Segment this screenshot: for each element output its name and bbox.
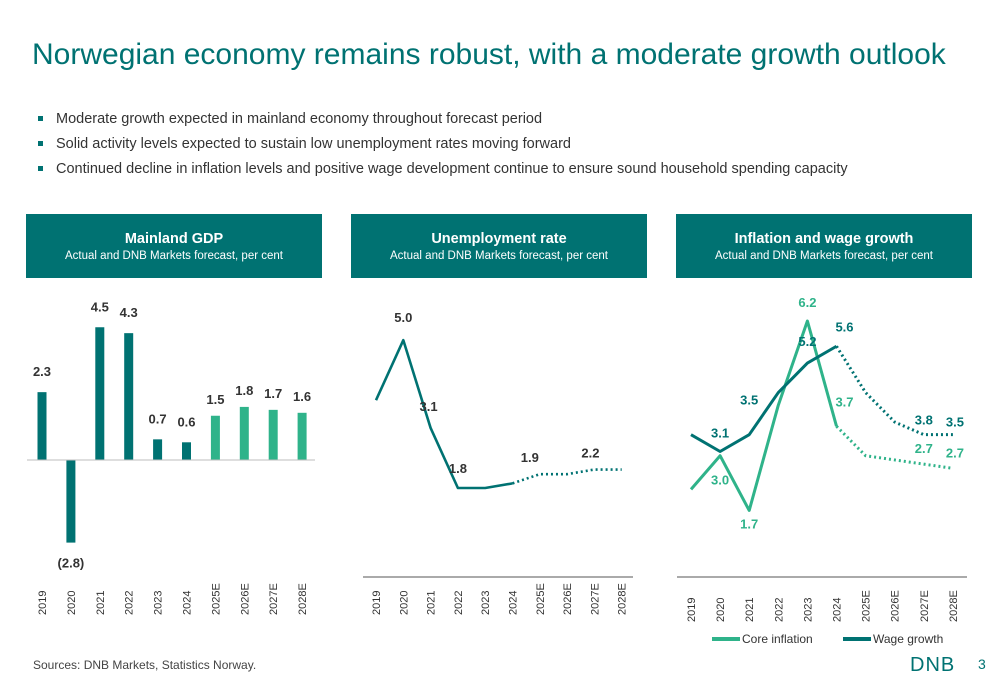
- unemployment-panel-subtitle: Actual and DNB Markets forecast, per cen…: [390, 250, 608, 262]
- bullet-item: Solid activity levels expected to sustai…: [36, 135, 848, 160]
- gdp-bar: [153, 439, 163, 460]
- data-label: 3.1: [420, 399, 438, 414]
- unemployment-panel-title: Unemployment rate: [431, 231, 567, 247]
- gdp-bar: [37, 392, 47, 460]
- gdp-panel-title: Mainland GDP: [124, 231, 224, 247]
- data-label: 1.7: [740, 516, 758, 531]
- x-tick-label: 2023: [480, 591, 492, 615]
- sources-footnote: Sources: DNB Markets, Statistics Norway.: [33, 658, 257, 672]
- x-tick-label: 2023: [153, 591, 165, 615]
- data-label: 5.6: [835, 319, 853, 334]
- data-label: 0.7: [149, 411, 167, 426]
- page-title: Norwegian economy remains robust, with a…: [32, 38, 946, 71]
- gdp-bar: [239, 406, 249, 460]
- core-inflation-actual-line: [689, 319, 838, 512]
- inflation-panel-subtitle: Actual and DNB Markets forecast, per cen…: [715, 250, 933, 262]
- core-inflation-forecast-line: [835, 425, 954, 470]
- x-tick-label: 2028E: [948, 590, 960, 622]
- data-label: (2.8): [58, 556, 85, 571]
- x-tick-label: 2020: [398, 591, 410, 615]
- x-tick-label: 2024: [508, 591, 520, 615]
- data-label: 2.7: [915, 441, 933, 456]
- bullet-list: Moderate growth expected in mainland eco…: [36, 110, 848, 185]
- data-label: 1.5: [206, 392, 224, 407]
- data-label: 3.5: [740, 393, 758, 408]
- core-inflation-legend-label: Core inflation: [742, 632, 813, 646]
- x-tick-label: 2022: [773, 598, 785, 622]
- x-tick-label: 2028E: [297, 583, 309, 615]
- data-label: 3.5: [946, 415, 964, 430]
- x-tick-label: 2021: [95, 591, 107, 615]
- data-label: 1.7: [264, 386, 282, 401]
- x-tick-label: 2025E: [535, 583, 547, 615]
- gdp-bar: [124, 333, 134, 460]
- data-label: 5.2: [798, 334, 816, 349]
- x-tick-label: 2027E: [919, 590, 931, 622]
- x-tick-label: 2027E: [268, 583, 280, 615]
- x-tick-label: 2026E: [562, 583, 574, 615]
- wage-growth-legend-label: Wage growth: [873, 632, 943, 646]
- data-label: 4.3: [120, 305, 138, 320]
- x-tick-label: 2019: [686, 598, 698, 622]
- unemployment-panel-header: Unemployment rate Actual and DNB Markets…: [351, 214, 647, 278]
- gdp-panel-subtitle: Actual and DNB Markets forecast, per cen…: [65, 250, 283, 262]
- gdp-bar: [210, 415, 220, 460]
- x-tick-label: 2019: [37, 591, 49, 615]
- data-label: 3.7: [835, 394, 853, 409]
- bullet-item: Moderate growth expected in mainland eco…: [36, 110, 848, 135]
- dnb-logo: DNB: [910, 654, 956, 676]
- data-label: 1.8: [449, 461, 467, 476]
- data-label: 3.0: [711, 473, 729, 488]
- unemployment-actual-line: [374, 338, 513, 490]
- x-tick-label: 2026E: [239, 583, 251, 615]
- x-tick-label: 2027E: [589, 583, 601, 615]
- bullet-item: Continued decline in inflation levels an…: [36, 160, 848, 185]
- x-tick-label: 2022: [124, 591, 136, 615]
- gdp-bar: [268, 409, 278, 460]
- gdp-panel-header: Mainland GDP Actual and DNB Markets fore…: [26, 214, 322, 278]
- data-label: 1.9: [521, 450, 539, 465]
- data-label: 3.8: [915, 413, 933, 428]
- data-label: 2.7: [946, 445, 964, 460]
- x-tick-label: 2025E: [861, 590, 873, 622]
- inflation-panel-title: Inflation and wage growth: [734, 231, 914, 247]
- data-label: 5.0: [394, 310, 412, 325]
- data-label: 6.2: [798, 295, 816, 310]
- gdp-bar: [95, 327, 105, 460]
- data-label: 3.1: [711, 426, 729, 441]
- gdp-bar: [66, 460, 76, 543]
- x-tick-label: 2024: [182, 591, 194, 615]
- x-tick-label: 2028E: [617, 583, 629, 615]
- data-label: 1.6: [293, 389, 311, 404]
- x-tick-label: 2025E: [210, 583, 222, 615]
- wage-growth-actual-line: [690, 344, 838, 454]
- data-label: 1.8: [235, 383, 253, 398]
- x-tick-label: 2026E: [890, 590, 902, 622]
- x-tick-label: 2024: [832, 598, 844, 622]
- inflation-panel-header: Inflation and wage growth Actual and DNB…: [676, 214, 972, 278]
- wage-growth-forecast-line: [835, 345, 953, 437]
- data-label: 4.5: [91, 299, 109, 314]
- data-label: 2.3: [33, 364, 51, 379]
- data-label: 2.2: [581, 446, 599, 461]
- x-tick-label: 2019: [371, 591, 383, 615]
- x-tick-label: 2023: [802, 598, 814, 622]
- gdp-bar: [182, 442, 191, 460]
- x-tick-label: 2021: [426, 591, 438, 615]
- unemployment-forecast-line: [512, 468, 622, 485]
- x-tick-label: 2020: [715, 598, 727, 622]
- x-tick-label: 2020: [66, 591, 78, 615]
- data-label: 0.6: [177, 414, 195, 429]
- page-number: 3: [978, 656, 986, 672]
- x-tick-label: 2021: [744, 598, 756, 622]
- gdp-bar: [297, 412, 307, 460]
- x-tick-label: 2022: [453, 591, 465, 615]
